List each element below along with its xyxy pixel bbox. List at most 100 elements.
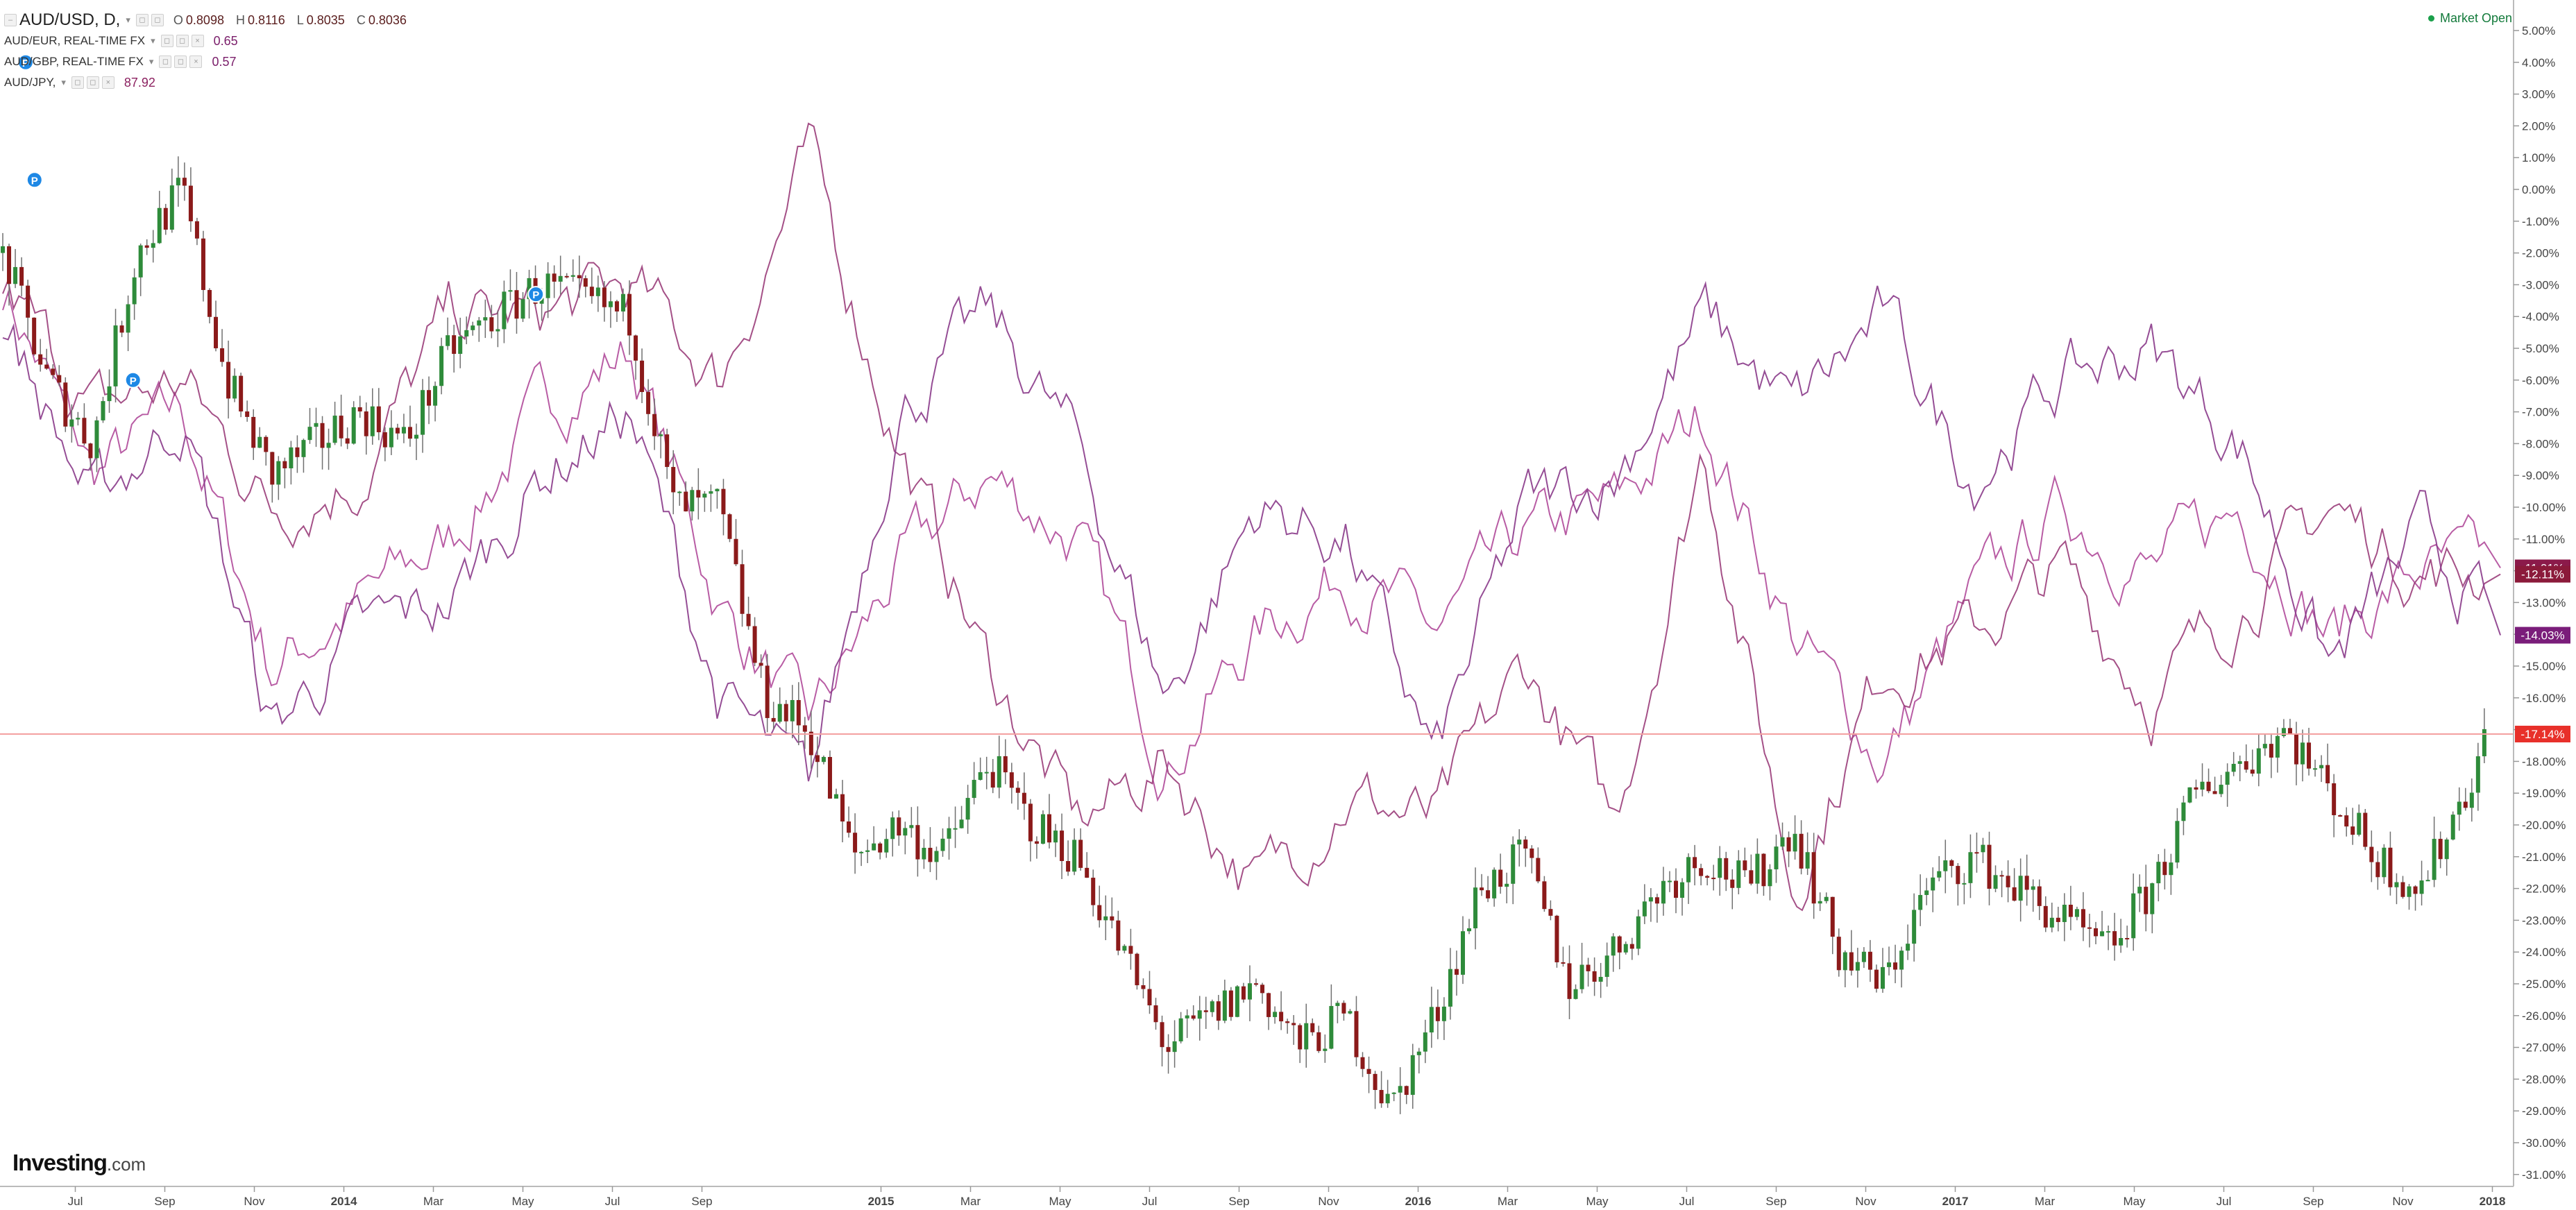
y-axis[interactable]: 5.00% 4.00% 3.00% 2.00% 1.00% 0.00% -1.00% -2.0… bbox=[2514, 24, 2566, 1182]
p-circle-icon[interactable]: P bbox=[26, 171, 43, 189]
candle-body bbox=[1874, 969, 1879, 989]
close-icon[interactable]: × bbox=[189, 56, 203, 68]
candle-body bbox=[19, 266, 24, 286]
candle-body bbox=[646, 392, 651, 414]
collapse-icon[interactable]: – bbox=[4, 14, 17, 26]
x-tick-label: May bbox=[2123, 1195, 2146, 1208]
legend-row-aud-eur[interactable]: AUD/EUR, REAL-TIME FX ▾ ◻ ◻ × 0.65 bbox=[4, 31, 415, 51]
candle-body bbox=[2137, 887, 2142, 894]
close-icon[interactable]: × bbox=[101, 76, 115, 89]
candle-body bbox=[82, 418, 87, 444]
candle-body bbox=[1724, 858, 1729, 880]
candle-body bbox=[890, 817, 895, 840]
candle-body bbox=[1561, 962, 1566, 964]
legend-row-aud-gbp[interactable]: AUD/GBP, REAL-TIME FX ▾ ◻ ◻ × 0.57 bbox=[4, 51, 415, 72]
candle-body bbox=[1811, 852, 1816, 904]
candle-body bbox=[2237, 761, 2242, 764]
y-tick-label: 1.00% bbox=[2522, 151, 2555, 164]
chevron-down-icon[interactable]: ▾ bbox=[149, 56, 154, 67]
candle-body bbox=[301, 440, 306, 457]
legend-main-symbol[interactable]: AUD/USD, D, bbox=[19, 10, 121, 29]
p-circle-icon[interactable]: P bbox=[527, 286, 545, 303]
candle-body bbox=[13, 266, 18, 284]
close-icon[interactable]: × bbox=[191, 35, 204, 47]
settings-icon[interactable]: ◻ bbox=[86, 76, 99, 89]
candle-body bbox=[226, 361, 231, 399]
candle-body bbox=[1548, 909, 1553, 916]
candle-body bbox=[545, 273, 550, 298]
candle-body bbox=[2049, 917, 2054, 928]
candle-body bbox=[1881, 966, 1885, 989]
chevron-down-icon[interactable]: ▾ bbox=[151, 35, 155, 46]
x-axis[interactable]: Jul Sep Nov 2014 Mar May Jul Sep 2015 Mar May Jul Se… bbox=[68, 1186, 2506, 1208]
candle-body bbox=[2031, 886, 2035, 890]
open-value: 0.8098 bbox=[185, 13, 224, 27]
candle-body bbox=[771, 717, 776, 722]
candle-body bbox=[652, 414, 657, 436]
event-marker-label: P bbox=[532, 289, 539, 301]
comparison-line-aud-gbp bbox=[2, 122, 2501, 912]
settings-icon[interactable]: ◻ bbox=[174, 56, 187, 68]
legend-label[interactable]: AUD/EUR, REAL-TIME FX bbox=[4, 34, 146, 47]
visibility-icon[interactable]: ◻ bbox=[160, 35, 173, 47]
candle-body bbox=[1028, 803, 1033, 842]
candle-body bbox=[239, 375, 244, 412]
candle-body bbox=[1962, 883, 1967, 885]
candle-body bbox=[351, 407, 356, 444]
candle-body bbox=[2256, 748, 2261, 774]
settings-icon[interactable]: ◻ bbox=[151, 14, 164, 26]
x-tick-label: May bbox=[1049, 1195, 1071, 1208]
candle-body bbox=[527, 278, 532, 300]
candle-body bbox=[113, 325, 118, 386]
candle-body bbox=[595, 287, 600, 296]
candle-body bbox=[401, 427, 406, 434]
candle-body bbox=[552, 273, 557, 282]
candle-body bbox=[608, 301, 613, 307]
visibility-icon[interactable]: ◻ bbox=[71, 76, 84, 89]
candle-body bbox=[627, 293, 632, 336]
visibility-icon[interactable]: ◻ bbox=[159, 56, 172, 68]
candle-body bbox=[1937, 871, 1942, 878]
candle-body bbox=[1855, 962, 1860, 971]
event-marker-label: P bbox=[31, 175, 38, 187]
legend-label[interactable]: AUD/JPY, bbox=[4, 76, 56, 89]
candle-body bbox=[859, 851, 864, 853]
candle-body bbox=[872, 843, 876, 851]
candle-body bbox=[827, 757, 832, 799]
candle-body bbox=[1987, 844, 1992, 889]
chevron-down-icon[interactable]: ▾ bbox=[126, 15, 130, 25]
legend-main-row[interactable]: – AUD/USD, D, ▾ ◻ ◻ O 0.8098 H 0.8116 L 0.8… bbox=[4, 10, 415, 31]
candle-body bbox=[709, 491, 713, 494]
y-tick-label: -31.00% bbox=[2522, 1168, 2566, 1182]
investing-logo[interactable]: Investing.com bbox=[12, 1150, 146, 1176]
candle-body bbox=[2294, 733, 2298, 765]
candle-body bbox=[1536, 858, 1541, 882]
candle-body bbox=[295, 447, 300, 457]
y-tick-label: 2.00% bbox=[2522, 119, 2555, 133]
visibility-icon[interactable]: ◻ bbox=[135, 14, 149, 26]
candle-body bbox=[2056, 917, 2060, 922]
legend-row-aud-jpy[interactable]: AUD/JPY, ▾ ◻ ◻ × 87.92 bbox=[4, 72, 415, 93]
candle-body bbox=[520, 299, 525, 319]
logo-suffix: .com bbox=[106, 1154, 146, 1175]
candle-body bbox=[1705, 876, 1710, 878]
candle-body bbox=[2394, 882, 2399, 887]
candle-body bbox=[489, 317, 494, 332]
candle-body bbox=[1247, 983, 1252, 1000]
p-circle-icon[interactable]: P bbox=[124, 371, 142, 389]
p-circle-icon[interactable]: P bbox=[17, 53, 34, 71]
candle-body bbox=[1448, 969, 1452, 1007]
legend-label[interactable]: AUD/GBP, REAL-TIME FX bbox=[4, 55, 144, 68]
last-label-aud-jpy: -14.03% bbox=[2520, 629, 2564, 642]
candle-body bbox=[2444, 839, 2449, 860]
settings-icon[interactable]: ◻ bbox=[176, 35, 189, 47]
y-tick-label: -25.00% bbox=[2522, 978, 2566, 991]
candle-body bbox=[2081, 909, 2085, 928]
event-marker-group[interactable]: P P P P bbox=[17, 53, 545, 389]
candle-body bbox=[2062, 905, 2067, 922]
candle-body bbox=[2175, 821, 2180, 863]
chevron-down-icon[interactable]: ▾ bbox=[61, 77, 66, 87]
candle-body bbox=[577, 275, 582, 279]
candle-body bbox=[439, 346, 444, 386]
